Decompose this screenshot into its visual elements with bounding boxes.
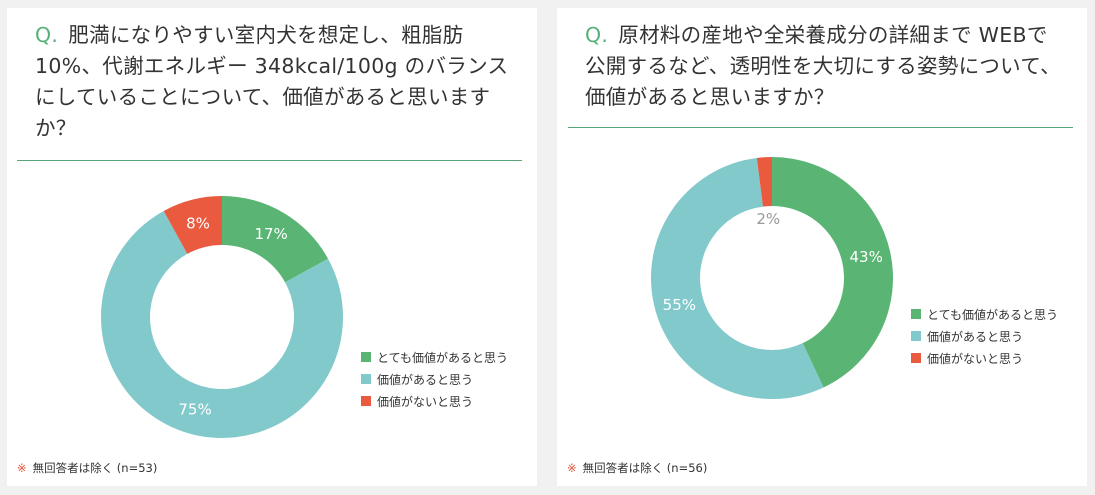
chart-legend: とても価値があると思う 価値があると思う 価値がないと思う	[911, 303, 1058, 369]
data-label-high: 43%	[850, 248, 883, 266]
footnote: ※ 無回答者は除く (n=53)	[17, 460, 157, 476]
data-label-mid: 75%	[178, 401, 211, 419]
legend-swatch-mid	[911, 331, 921, 341]
question-body: 肥満になりやすい室内犬を想定し、粗脂肪10%、代謝エネルギー 348kcal/1…	[35, 23, 509, 140]
donut-slice-high	[222, 196, 329, 283]
donut-slice-mid	[650, 157, 824, 399]
question-body: 原材料の産地や全栄養成分の詳細まで WEBで公開するなど、透明性を大切にする姿勢…	[585, 23, 1061, 109]
donut-slice-low	[756, 157, 772, 207]
data-label-low: 8%	[186, 215, 210, 233]
legend-item: 価値があると思う	[911, 325, 1058, 347]
donut-chart: 17% 75% 8%	[100, 196, 343, 438]
note-mark: ※	[17, 461, 27, 475]
survey-card-1: Q. 肥満になりやすい室内犬を想定し、粗脂肪10%、代謝エネルギー 348kcal…	[7, 8, 537, 486]
question-text: Q. 肥満になりやすい室内犬を想定し、粗脂肪10%、代謝エネルギー 348kcal…	[35, 20, 515, 144]
note-text: 無回答者は除く (n=53)	[32, 461, 158, 475]
legend-swatch-high	[911, 309, 921, 319]
question-mark: Q.	[35, 23, 59, 47]
legend-label: とても価値があると思う	[927, 307, 1059, 322]
legend-label: 価値がないと思う	[377, 394, 474, 409]
note-mark: ※	[567, 461, 577, 475]
question-mark: Q.	[585, 23, 609, 47]
legend-item: 価値があると思う	[361, 368, 508, 390]
legend-swatch-low	[361, 396, 371, 406]
legend-item: とても価値があると思う	[361, 346, 508, 368]
data-label-low: 2%	[756, 210, 780, 228]
legend-item: とても価値があると思う	[911, 303, 1058, 325]
note-text: 無回答者は除く (n=56)	[582, 461, 708, 475]
data-label-mid: 55%	[663, 296, 696, 314]
legend-label: 価値があると思う	[377, 372, 474, 387]
legend-item: 価値がないと思う	[361, 390, 508, 412]
donut-slice-high	[772, 157, 893, 388]
donut-slice-mid	[100, 210, 343, 438]
data-label-high: 17%	[254, 225, 287, 243]
legend-label: 価値があると思う	[927, 329, 1024, 344]
footnote: ※ 無回答者は除く (n=56)	[567, 460, 707, 476]
legend-label: とても価値があると思う	[377, 350, 509, 365]
legend-item: 価値がないと思う	[911, 347, 1058, 369]
legend-label: 価値がないと思う	[927, 351, 1024, 366]
divider	[568, 127, 1073, 128]
survey-card-2: Q. 原材料の産地や全栄養成分の詳細まで WEBで公開するなど、透明性を大切にする…	[557, 8, 1087, 486]
legend-swatch-mid	[361, 374, 371, 384]
legend-swatch-high	[361, 352, 371, 362]
divider	[17, 160, 522, 161]
legend-swatch-low	[911, 353, 921, 363]
question-text: Q. 原材料の産地や全栄養成分の詳細まで WEBで公開するなど、透明性を大切にする…	[585, 20, 1065, 113]
chart-legend: とても価値があると思う 価値があると思う 価値がないと思う	[361, 346, 508, 412]
donut-chart: 43% 55% 2%	[650, 157, 893, 399]
donut-slice-low	[163, 196, 222, 254]
